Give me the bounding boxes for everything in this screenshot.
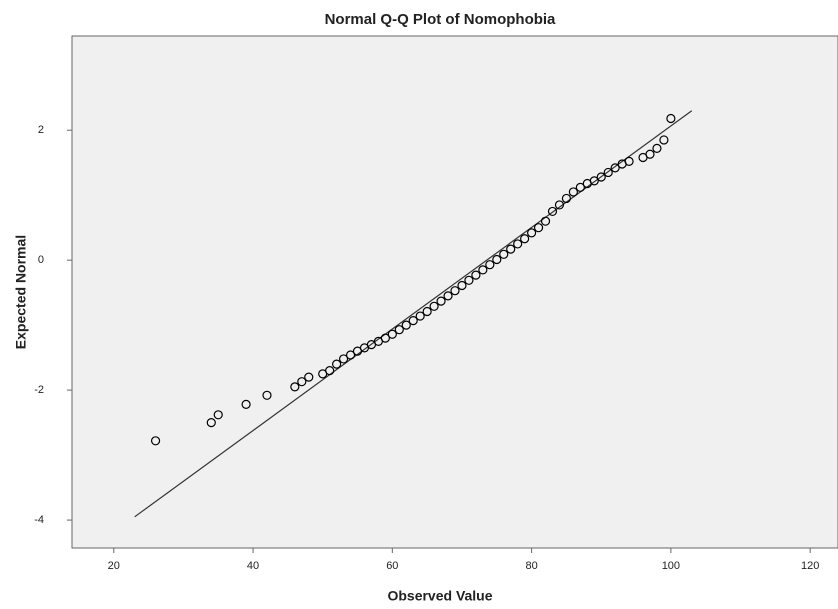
y-tick-label: 0 bbox=[38, 254, 44, 266]
point bbox=[589, 176, 599, 186]
point bbox=[547, 206, 558, 217]
point bbox=[380, 333, 390, 343]
point bbox=[603, 167, 613, 178]
point bbox=[499, 249, 509, 259]
point bbox=[533, 223, 544, 233]
point bbox=[213, 410, 223, 420]
point bbox=[290, 382, 300, 392]
point bbox=[422, 306, 432, 317]
point bbox=[332, 359, 342, 369]
point bbox=[513, 239, 523, 249]
x-tick-label: 80 bbox=[525, 560, 537, 572]
point bbox=[624, 156, 634, 167]
x-tick-label: 120 bbox=[801, 560, 819, 572]
point bbox=[659, 135, 669, 145]
point bbox=[408, 315, 418, 326]
point bbox=[471, 270, 481, 280]
point bbox=[443, 291, 453, 301]
point bbox=[478, 265, 488, 275]
y-tick-label: -2 bbox=[34, 384, 44, 396]
point bbox=[520, 234, 530, 244]
point bbox=[540, 216, 551, 226]
point bbox=[666, 113, 676, 124]
point bbox=[575, 182, 585, 192]
point bbox=[150, 436, 161, 446]
x-tick-label: 20 bbox=[108, 560, 120, 572]
point bbox=[554, 200, 565, 210]
point bbox=[338, 354, 349, 364]
point bbox=[345, 350, 356, 360]
x-tick-label: 40 bbox=[247, 560, 259, 572]
y-axis-label: Expected Normal bbox=[13, 235, 29, 349]
point bbox=[401, 320, 411, 330]
point bbox=[297, 377, 307, 387]
plot-area bbox=[71, 35, 838, 549]
chart-title: Normal Q-Q Plot of Nomophobia bbox=[325, 11, 556, 28]
point bbox=[610, 163, 620, 173]
point bbox=[325, 366, 335, 376]
y-tick-label: 2 bbox=[38, 124, 44, 136]
x-axis-label: Observed Value bbox=[387, 588, 492, 604]
point bbox=[464, 275, 474, 285]
point bbox=[241, 399, 251, 410]
point bbox=[450, 286, 460, 296]
point bbox=[492, 254, 502, 265]
reference-line bbox=[134, 110, 693, 518]
point bbox=[485, 260, 495, 270]
point bbox=[596, 172, 606, 182]
point bbox=[457, 280, 467, 291]
point bbox=[415, 311, 425, 321]
point bbox=[387, 329, 397, 339]
point bbox=[568, 187, 578, 197]
point bbox=[652, 143, 662, 154]
x-tick-label: 60 bbox=[386, 560, 398, 572]
y-tick-label: -4 bbox=[34, 514, 44, 526]
point bbox=[526, 228, 537, 238]
point bbox=[262, 390, 272, 400]
point bbox=[645, 149, 655, 159]
point bbox=[206, 417, 216, 428]
point bbox=[304, 372, 314, 382]
point bbox=[561, 193, 572, 204]
point bbox=[436, 296, 446, 306]
x-tick-label: 100 bbox=[662, 560, 680, 572]
point bbox=[429, 301, 439, 311]
point bbox=[394, 325, 404, 335]
point bbox=[506, 244, 516, 254]
